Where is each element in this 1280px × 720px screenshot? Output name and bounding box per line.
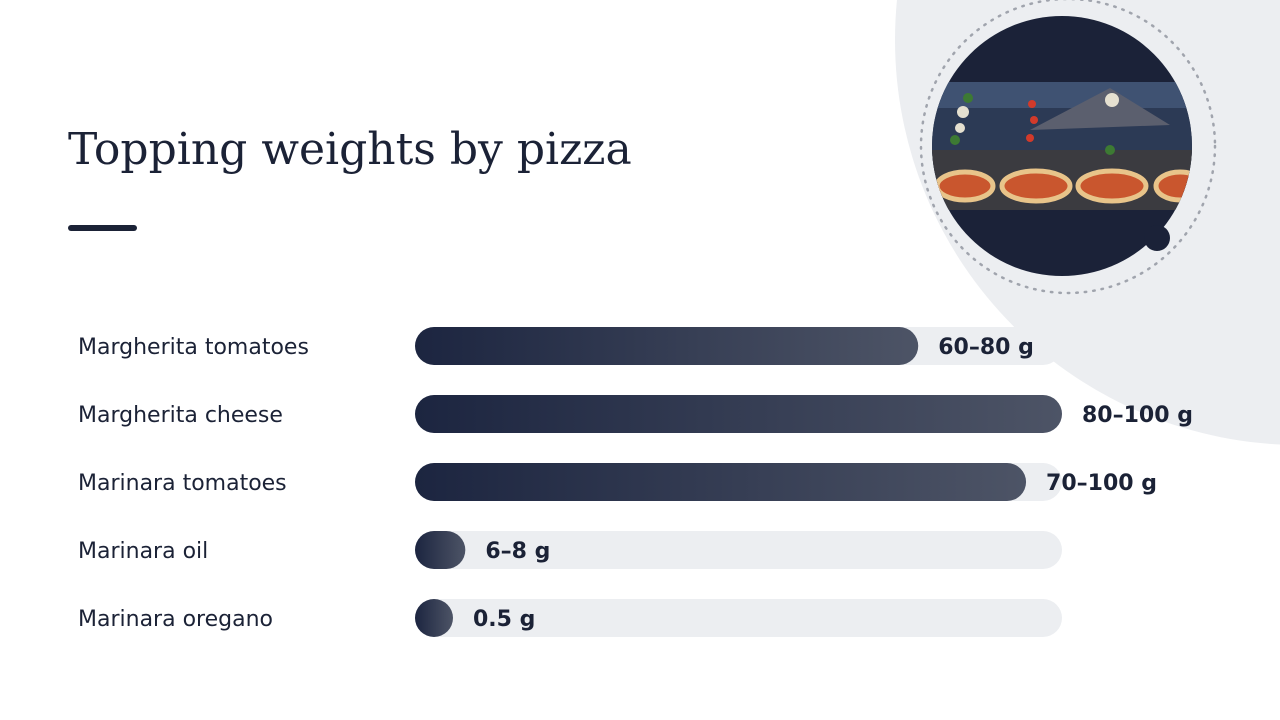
bar (415, 395, 1062, 433)
bar (415, 531, 466, 569)
category-label: Margherita tomatoes (78, 335, 309, 360)
category-label: Marinara oregano (78, 607, 273, 632)
category-label: Marinara tomatoes (78, 471, 287, 496)
value-label: 0.5 g (473, 607, 535, 632)
bar-track (415, 599, 1062, 637)
bar (415, 599, 453, 637)
dotted-ring (919, 0, 1217, 295)
category-label: Marinara oil (78, 539, 208, 564)
bar (415, 327, 919, 365)
chart-title: Topping weights by pizza (68, 124, 632, 175)
title-underline (68, 225, 137, 231)
value-label: 80–100 g (1082, 403, 1193, 428)
value-label: 60–80 g (938, 335, 1034, 360)
category-label: Margherita cheese (78, 403, 283, 428)
value-label: 6–8 g (485, 539, 550, 564)
value-label: 70–100 g (1046, 471, 1157, 496)
bar-track (415, 531, 1062, 569)
bar (415, 463, 1027, 501)
pizza-image (932, 16, 1192, 276)
